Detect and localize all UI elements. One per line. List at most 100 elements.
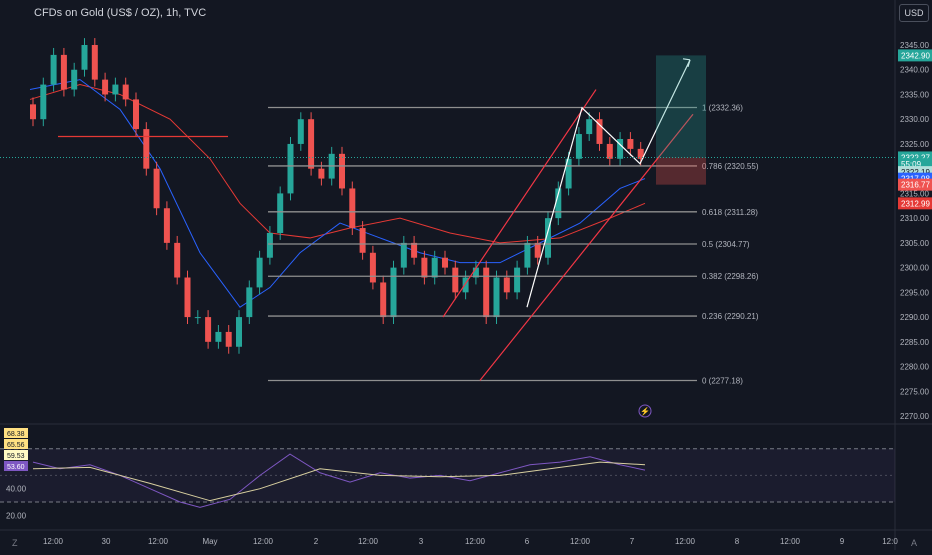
candle-body <box>102 79 109 95</box>
candle-body <box>606 143 613 159</box>
time-axis-label: 12:00 <box>253 537 274 546</box>
candle-body <box>277 193 284 233</box>
rsi-line <box>32 453 646 508</box>
time-axis-label: 12:00 <box>675 537 696 546</box>
candle-body <box>545 218 551 258</box>
rsi-value-tag <box>4 461 28 471</box>
candle-body <box>205 317 212 342</box>
price-axis-tick: 2315.00 <box>900 189 929 198</box>
candle-body <box>431 257 438 278</box>
fib-level-label: 0.382 (2298.26) <box>702 272 759 281</box>
candle-body <box>472 267 479 278</box>
price-axis-tick: 2345.00 <box>900 41 929 50</box>
fib-level-label: 0.5 (2304.77) <box>702 240 750 249</box>
candle-body <box>421 257 428 278</box>
candle-body <box>369 252 376 283</box>
alert-bolt-icon: ⚡ <box>640 406 650 416</box>
time-axis-label: 12:0 <box>882 537 898 546</box>
time-axis-label: 8 <box>735 537 740 546</box>
candle-body <box>50 54 57 85</box>
candle-body <box>442 257 448 268</box>
candle-body <box>452 267 459 293</box>
time-axis-label: 12:00 <box>465 537 486 546</box>
rsi-value-label: 65.56 <box>7 442 25 449</box>
rsi-axis-tick: 20.00 <box>6 511 27 520</box>
rsi-ma-line <box>32 461 646 502</box>
fib-level-label: 0.618 (2311.28) <box>702 208 758 217</box>
price-axis-tick: 2300.00 <box>900 264 929 273</box>
candle-body <box>637 148 644 159</box>
candle-body <box>349 188 356 229</box>
price-tag-label: 2322.27 <box>901 153 930 162</box>
price-axis-tick: 2290.00 <box>900 313 929 322</box>
rsi-value-tag <box>4 428 28 438</box>
candle-body <box>627 138 634 149</box>
candle-body <box>534 242 541 258</box>
candle-body <box>308 119 315 169</box>
candle-body <box>40 84 47 120</box>
fib-level-label: 0.236 (2290.21) <box>702 312 759 321</box>
rsi-value-tag <box>4 439 28 449</box>
price-tag-label: 2322.19 <box>901 168 930 177</box>
projected-arrow-icon <box>682 58 691 68</box>
price-tag-label: 2342.90 <box>901 51 930 60</box>
candle-body <box>133 99 139 130</box>
candle-body <box>215 331 222 342</box>
time-axis-label: 6 <box>525 537 530 546</box>
price-axis-tick: 2340.00 <box>900 66 929 75</box>
candle-body <box>503 277 510 293</box>
candle-body <box>81 45 88 70</box>
timezone-icon[interactable]: Z <box>12 538 18 548</box>
candle-body <box>493 277 500 318</box>
rsi-axis-tick: 40.00 <box>6 485 27 494</box>
currency-button[interactable]: USD <box>899 4 929 22</box>
symbol-title: CFDs on Gold (US$ / OZ), 1h, TVC <box>34 7 207 19</box>
candle-body <box>586 119 593 135</box>
price-axis-tick: 2305.00 <box>900 239 929 248</box>
candle-body <box>112 84 119 95</box>
rsi-value-tag <box>4 450 28 460</box>
price-tag-label: 2316.77 <box>901 181 930 190</box>
candle-body <box>266 232 273 258</box>
time-axis-label: 9 <box>840 537 845 546</box>
price-axis-tick: 2270.00 <box>900 412 929 421</box>
time-axis-label: 12:00 <box>43 537 64 546</box>
fib-level-label: 0.786 (2320.55) <box>702 162 759 171</box>
candle-body <box>524 242 531 268</box>
candle-body <box>318 168 325 179</box>
time-axis-label: 12:00 <box>148 537 169 546</box>
candle-body <box>483 267 490 318</box>
time-axis-label: 2 <box>314 537 319 546</box>
price-axis-tick: 2275.00 <box>900 387 929 396</box>
channel-upper-line <box>442 89 597 318</box>
candle-body <box>71 69 78 90</box>
price-tag-stop <box>898 178 932 191</box>
price-tag-label: 2312.99 <box>901 199 930 208</box>
candle-body <box>194 317 201 319</box>
channel-lower-line <box>479 113 694 381</box>
candle-body <box>225 331 232 347</box>
candle-body <box>91 45 98 80</box>
candle-body <box>163 208 170 243</box>
price-axis-tick: 2285.00 <box>900 338 929 347</box>
auto-scale-button[interactable]: A <box>911 538 918 548</box>
candle-body <box>297 119 304 144</box>
price-tag-label: 55:09 <box>901 160 922 169</box>
time-axis-label: 12:00 <box>570 537 591 546</box>
candle-body <box>256 257 263 288</box>
price-axis-tick: 2295.00 <box>900 288 929 297</box>
candle-body <box>380 282 387 318</box>
time-axis-label: 30 <box>102 537 111 546</box>
candle-body <box>184 277 191 318</box>
price-tag-target <box>898 49 932 62</box>
time-axis-label: 12:00 <box>358 537 379 546</box>
candle-body <box>287 143 294 194</box>
price-axis-tick: 2335.00 <box>900 90 929 99</box>
candle-body <box>30 104 36 120</box>
rsi-value-label: 53.60 <box>7 464 25 471</box>
target-zone-box <box>656 55 706 158</box>
candle-body <box>339 153 345 189</box>
price-axis-tick: 2325.00 <box>900 140 929 149</box>
